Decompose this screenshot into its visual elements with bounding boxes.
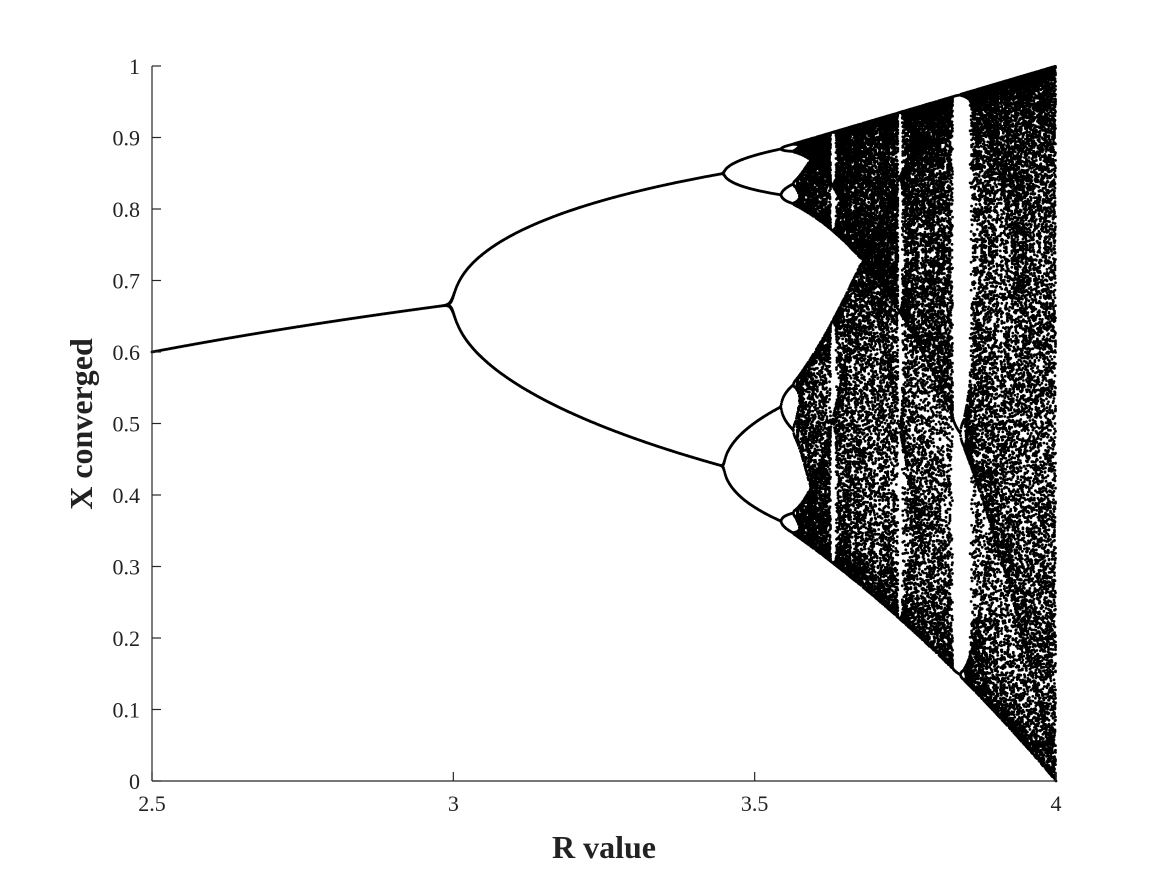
x-ticks: 2.5 3 3.5 4 <box>138 772 1062 816</box>
y-tick-label: 0.1 <box>113 698 141 723</box>
y-tick-label: 0.7 <box>113 269 141 294</box>
y-tick-label: 0.5 <box>113 412 141 437</box>
x-axis-title: R value <box>552 829 656 865</box>
y-tick-label: 0.2 <box>113 626 141 651</box>
x-tick-label: 3.5 <box>741 791 769 816</box>
y-tick-label: 0.4 <box>113 483 141 508</box>
x-tick-label: 4 <box>1051 791 1062 816</box>
y-tick-label: 0 <box>129 769 140 794</box>
x-tick-label: 3 <box>448 791 459 816</box>
y-axis-title: X converged <box>63 338 99 510</box>
y-tick-label: 0.3 <box>113 555 141 580</box>
axes: 2.5 3 3.5 4 0 0.1 0.2 0.3 0.4 0.5 0.6 0.7 0.8 0.9 1 <box>113 54 1062 816</box>
y-tick-label: 0.8 <box>113 197 141 222</box>
y-tick-label: 0.9 <box>113 126 141 151</box>
y-tick-label: 1 <box>129 54 140 79</box>
y-tick-label: 0.6 <box>113 340 141 365</box>
y-ticks: 0 0.1 0.2 0.3 0.4 0.5 0.6 0.7 0.8 0.9 1 <box>113 54 161 794</box>
x-tick-label: 2.5 <box>138 791 166 816</box>
